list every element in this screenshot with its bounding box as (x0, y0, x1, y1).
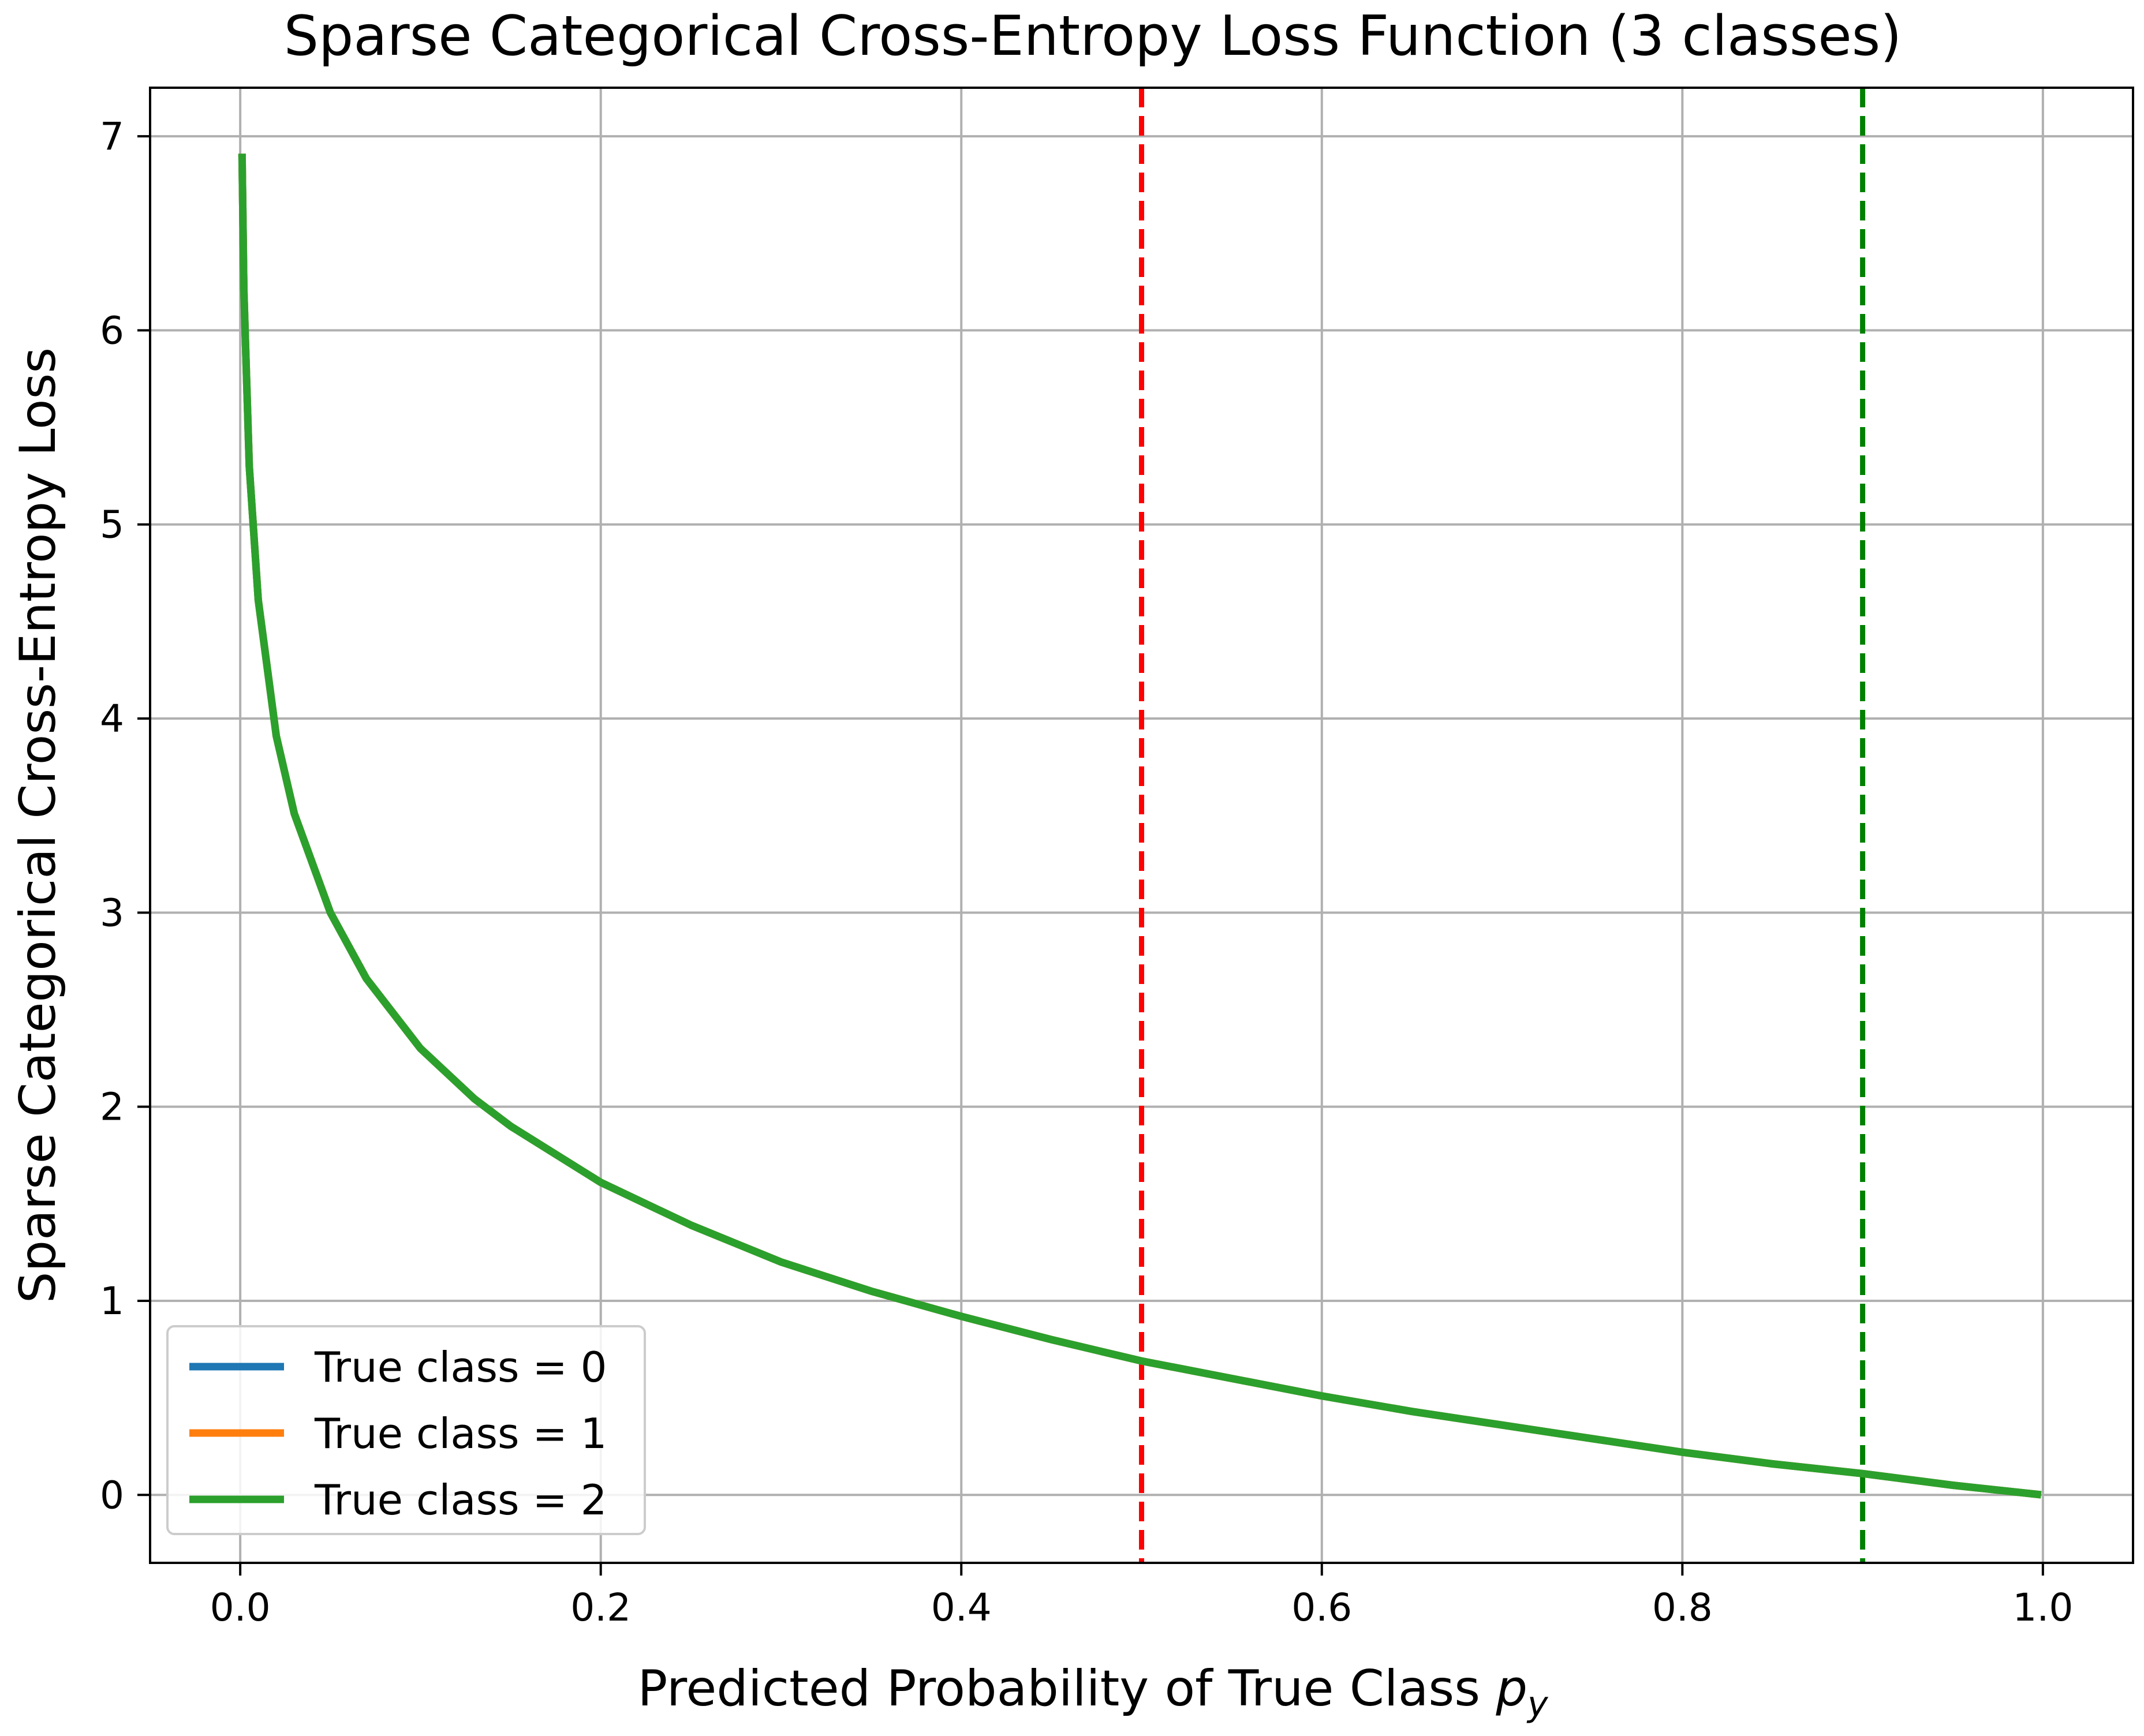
y-tick-label: 0 (100, 1473, 124, 1517)
y-tick-label: 1 (100, 1279, 124, 1323)
legend-label: True class = 0 (314, 1343, 607, 1391)
legend-label: True class = 2 (314, 1476, 607, 1524)
y-tick-label: 3 (100, 891, 124, 935)
x-axis-label: Predicted Probability of True Class py (638, 1660, 1549, 1724)
legend-entries: True class = 0 True class = 1 True class =… (189, 1343, 607, 1524)
x-tick-label: 0.6 (1291, 1585, 1352, 1630)
axis-ticks: 0.0 0.2 0.4 0.6 0.8 1.0 0 1 2 3 4 5 6 7 (100, 114, 2073, 1630)
legend: True class = 0 True class = 1 True class =… (166, 1325, 646, 1535)
series-line-2 (238, 154, 2042, 1499)
x-axis-label-text: Predicted Probability of True Class (638, 1660, 1480, 1718)
plot-frame (149, 87, 2134, 1564)
legend-label: True class = 1 (314, 1409, 607, 1458)
chart-title: Sparse Categorical Cross-Entropy Loss Fu… (284, 5, 1902, 68)
y-axis-label: Sparse Categorical Cross-Entropy Loss (9, 347, 67, 1303)
y-tick-label: 6 (100, 308, 124, 353)
x-tick-label: 0.4 (931, 1585, 992, 1630)
y-tick-label: 2 (100, 1085, 124, 1129)
x-axis-label-subscript: y (1526, 1684, 1549, 1724)
series-lines (238, 154, 2042, 1499)
y-tick-label: 7 (100, 114, 124, 159)
x-axis-label-variable: p (1495, 1660, 1527, 1718)
x-tick-label: 0.2 (570, 1585, 631, 1630)
legend-box (166, 1325, 646, 1535)
reference-lines (1139, 88, 1866, 1563)
x-tick-label: 0.0 (210, 1585, 271, 1630)
y-tick-label: 4 (100, 697, 124, 741)
y-tick-label: 5 (100, 503, 124, 547)
x-tick-label: 0.8 (1652, 1585, 1713, 1630)
x-tick-label: 1.0 (2012, 1585, 2073, 1630)
